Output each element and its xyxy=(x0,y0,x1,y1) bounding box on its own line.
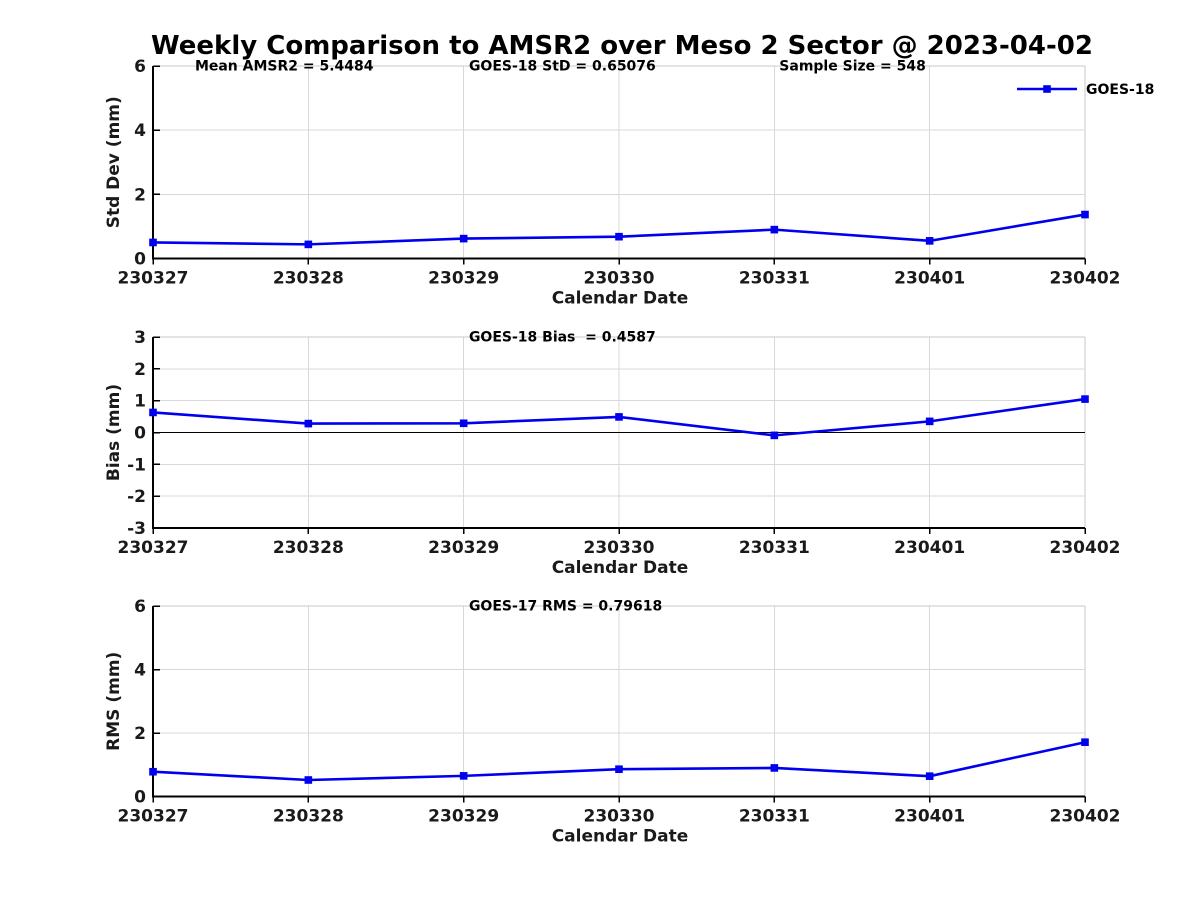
data-marker xyxy=(459,772,468,780)
y-tick-label: 4 xyxy=(134,661,146,681)
data-marker xyxy=(925,417,934,426)
data-marker xyxy=(459,234,468,243)
x-tick-label: 230329 xyxy=(428,538,499,558)
y-tick-label: 6 xyxy=(134,57,146,77)
x-tick-label: 230330 xyxy=(584,538,655,558)
data-marker xyxy=(149,767,157,776)
y-axis-title: Std Dev (mm) xyxy=(104,96,124,228)
y-tick-label: 0 xyxy=(134,788,146,808)
plot-annotation: GOES-18 StD = 0.65076 xyxy=(469,59,656,75)
x-tick-label: 230327 xyxy=(118,269,189,289)
legend-marker xyxy=(1043,85,1051,93)
x-tick-label: 230327 xyxy=(118,538,189,558)
x-tick-label: 230402 xyxy=(1050,269,1121,289)
y-tick-label: 0 xyxy=(134,250,146,270)
y-tick-label: -3 xyxy=(127,519,146,539)
x-tick-label: 230401 xyxy=(894,807,965,827)
data-marker xyxy=(615,765,623,773)
x-tick-label: 230402 xyxy=(1050,538,1121,558)
x-tick-label: 230330 xyxy=(584,269,655,289)
data-marker xyxy=(1081,395,1089,403)
x-tick-label: 230329 xyxy=(428,807,499,827)
y-tick-label: 0 xyxy=(134,424,146,444)
plot-annotation: Mean AMSR2 = 5.4484 xyxy=(195,59,374,75)
data-marker xyxy=(770,764,779,772)
legend-label: GOES-18 xyxy=(1086,82,1154,98)
data-marker xyxy=(304,776,313,784)
plot-annotation: Sample Size = 548 xyxy=(779,59,926,75)
x-tick-label: 230328 xyxy=(273,538,344,558)
y-tick-label: 3 xyxy=(134,328,146,348)
data-marker xyxy=(925,237,934,245)
x-tick-label: 230328 xyxy=(273,807,344,827)
y-tick-label: 2 xyxy=(134,185,146,205)
x-tick-label: 230401 xyxy=(894,269,965,289)
y-tick-label: -1 xyxy=(127,455,146,475)
x-tick-label: 230331 xyxy=(739,807,810,827)
data-marker xyxy=(925,772,934,780)
x-axis-title: Calendar Date xyxy=(552,558,689,578)
data-marker xyxy=(770,225,779,234)
x-axis-title: Calendar Date xyxy=(552,827,689,847)
data-marker xyxy=(1081,738,1089,747)
y-axis-title: RMS (mm) xyxy=(104,652,124,751)
data-marker xyxy=(459,419,468,428)
x-tick-label: 230401 xyxy=(894,538,965,558)
x-tick-label: 230402 xyxy=(1050,807,1121,827)
x-tick-label: 230329 xyxy=(428,269,499,289)
y-tick-label: 4 xyxy=(134,121,146,141)
x-tick-label: 230331 xyxy=(739,269,810,289)
y-tick-label: 1 xyxy=(134,392,146,412)
data-marker xyxy=(615,413,623,421)
data-marker xyxy=(1081,210,1089,219)
plot-annotation: GOES-18 Bias = 0.4587 xyxy=(469,330,656,346)
plot-annotation: GOES-17 RMS = 0.79618 xyxy=(469,599,662,615)
data-marker xyxy=(304,419,313,428)
data-marker xyxy=(770,431,779,440)
x-tick-label: 230327 xyxy=(118,807,189,827)
x-tick-label: 230328 xyxy=(273,269,344,289)
data-marker xyxy=(149,238,157,247)
data-marker xyxy=(304,240,313,249)
x-tick-label: 230331 xyxy=(739,538,810,558)
data-marker xyxy=(149,408,157,417)
y-axis-title: Bias (mm) xyxy=(104,384,124,481)
x-tick-label: 230330 xyxy=(584,807,655,827)
y-tick-label: 6 xyxy=(134,597,146,617)
chart-title: Weekly Comparison to AMSR2 over Meso 2 S… xyxy=(151,31,1093,61)
y-tick-label: -2 xyxy=(127,487,146,507)
data-marker xyxy=(615,232,623,241)
y-tick-label: 2 xyxy=(134,724,146,744)
x-axis-title: Calendar Date xyxy=(552,289,689,309)
y-tick-label: 2 xyxy=(134,360,146,380)
